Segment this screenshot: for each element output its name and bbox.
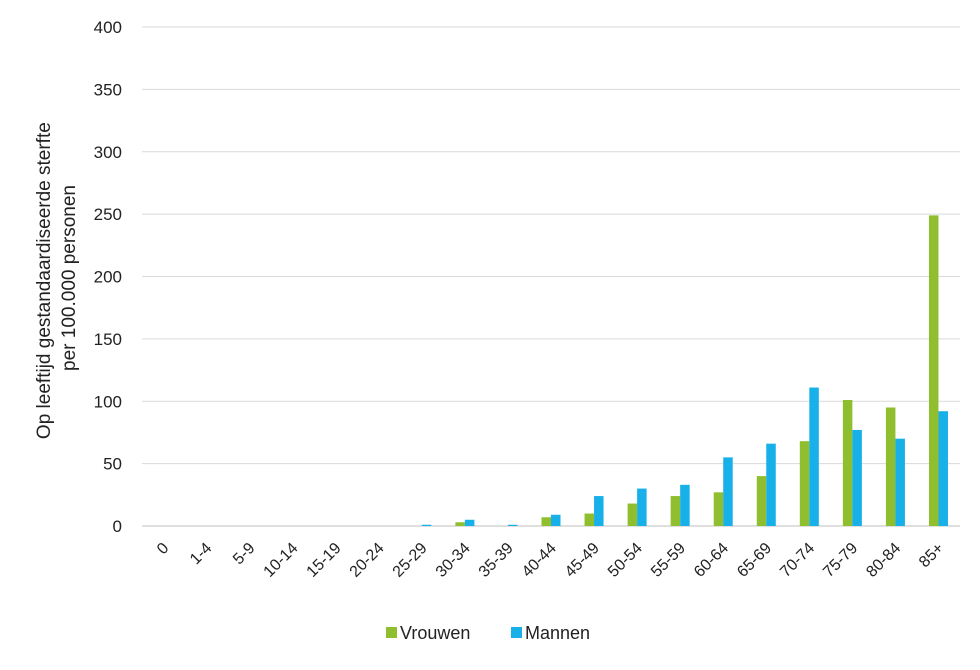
x-tick-label: 45-49 xyxy=(562,540,603,581)
y-tick-label: 300 xyxy=(94,143,122,162)
bar-mannen-30-34 xyxy=(464,519,475,526)
bar-mannen-70-74 xyxy=(809,387,819,526)
bar-vrouwen-40-44 xyxy=(541,517,551,526)
x-tick-label: 60-64 xyxy=(691,540,732,581)
legend-label-vrouwen: Vrouwen xyxy=(400,623,470,643)
x-tick-label: 75-79 xyxy=(820,540,861,581)
bar-mannen-35-39 xyxy=(507,524,518,526)
bar-mannen-55-59 xyxy=(680,484,690,526)
bar-vrouwen-45-49 xyxy=(584,513,595,526)
bar-vrouwen-80-84 xyxy=(885,407,896,526)
y-tick-label: 350 xyxy=(94,80,122,99)
y-tick-label: 100 xyxy=(94,392,122,411)
legend-label-mannen: Mannen xyxy=(525,623,590,643)
y-tick-label: 200 xyxy=(94,268,122,287)
bar-mannen-75-79 xyxy=(852,429,862,526)
y-tick-label: 150 xyxy=(94,330,122,349)
bar-vrouwen-55-59 xyxy=(670,496,681,526)
bars xyxy=(421,215,948,526)
legend-swatch-mannen xyxy=(511,627,522,638)
bar-mannen-25-29 xyxy=(421,524,432,526)
bar-vrouwen-60-64 xyxy=(713,492,724,526)
y-axis-label-line-1: Op leeftijd gestandaardiseerde sterfte xyxy=(34,122,55,439)
bar-mannen-60-64 xyxy=(723,457,733,526)
legend: Vrouwen Mannen xyxy=(386,623,590,643)
x-tick-label: 30-34 xyxy=(433,540,474,581)
x-tick-label: 50-54 xyxy=(605,540,646,581)
bar-mannen-85+ xyxy=(938,411,948,526)
bar-mannen-50-54 xyxy=(637,488,647,526)
y-tick-label: 400 xyxy=(94,18,122,37)
y-tick-label: 250 xyxy=(94,205,122,224)
x-tick-label: 5-9 xyxy=(230,540,258,568)
legend-swatch-vrouwen xyxy=(386,627,397,638)
y-tick-label: 0 xyxy=(113,517,122,536)
x-tick-label: 20-24 xyxy=(347,540,388,581)
x-tick-label: 65-69 xyxy=(734,540,775,581)
y-axis-label: Op leeftijd gestandaardiseerde sterfte p… xyxy=(34,117,80,439)
x-tick-label: 55-59 xyxy=(648,540,689,581)
x-tick-label: 0 xyxy=(154,540,172,558)
bar-vrouwen-50-54 xyxy=(627,503,638,526)
x-tick-label: 10-14 xyxy=(261,540,302,581)
y-tick-label: 50 xyxy=(103,455,122,474)
x-tick-label: 80-84 xyxy=(863,540,904,581)
y-axis-label-line-2: per 100.000 personen xyxy=(59,185,80,371)
x-tick-label: 70-74 xyxy=(777,540,818,581)
bar-mannen-80-84 xyxy=(895,438,905,526)
bar-vrouwen-85+ xyxy=(928,215,939,526)
y-tick-labels: 0 50 100 150 200 250 300 350 400 xyxy=(94,18,122,536)
bar-vrouwen-75-79 xyxy=(842,400,853,526)
grid-lines xyxy=(142,26,960,527)
bar-vrouwen-70-74 xyxy=(799,441,810,526)
bar-vrouwen-65-69 xyxy=(756,476,767,526)
bar-mannen-40-44 xyxy=(551,514,561,526)
x-tick-label: 85+ xyxy=(916,540,947,571)
x-tick-label: 1-4 xyxy=(187,540,215,568)
x-tick-label: 35-39 xyxy=(476,540,517,581)
x-tick-label: 15-19 xyxy=(304,540,345,581)
bar-mannen-65-69 xyxy=(766,443,776,526)
x-tick-labels: 0 1-4 5-9 10-14 15-19 20-24 25-29 30-34 35-39 40-… xyxy=(154,540,947,581)
bar-mannen-45-49 xyxy=(594,496,604,526)
x-tick-label: 40-44 xyxy=(519,540,560,581)
bar-vrouwen-30-34 xyxy=(455,522,465,526)
x-tick-label: 25-29 xyxy=(390,540,431,581)
